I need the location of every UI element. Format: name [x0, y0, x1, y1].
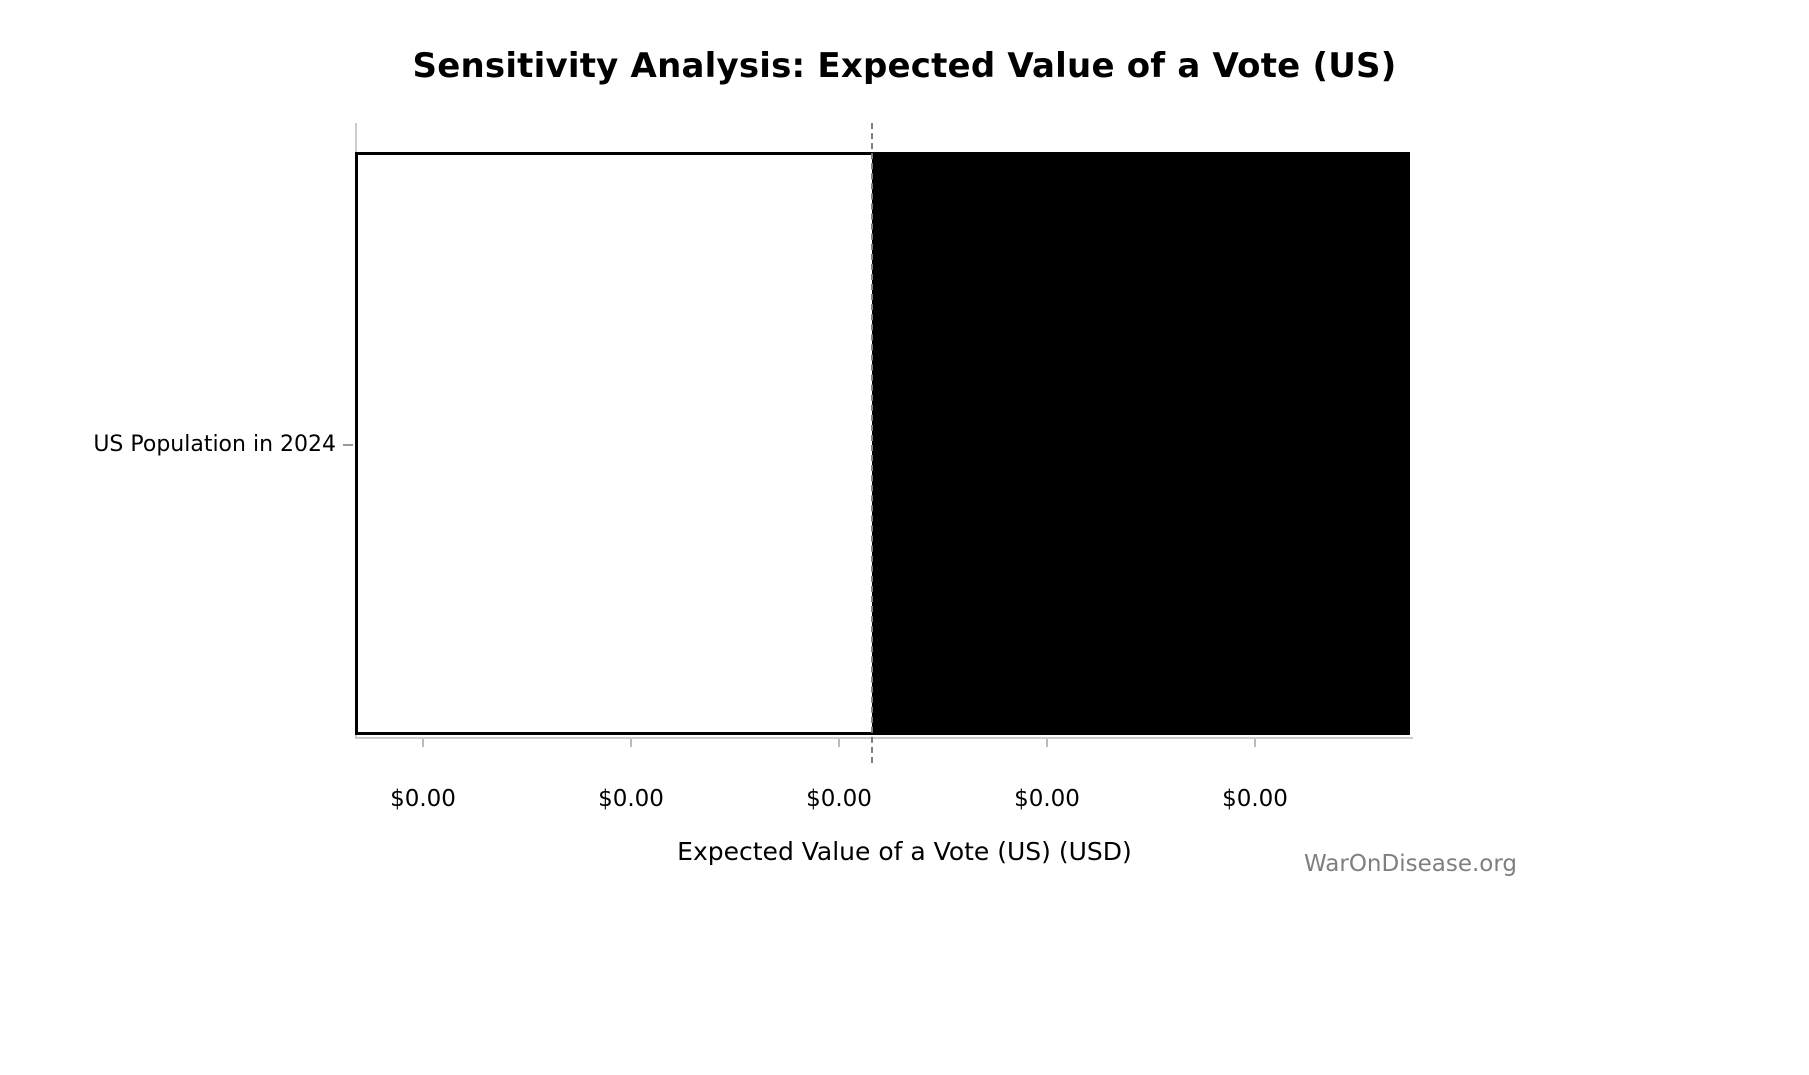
- x-tick-label: $0.00: [390, 786, 456, 812]
- bar-low-segment: [358, 155, 872, 732]
- x-tick-mark: [838, 739, 840, 747]
- x-tick-label: $0.00: [1222, 786, 1288, 812]
- x-axis-label: Expected Value of a Vote (US) (USD): [677, 837, 1132, 866]
- x-tick-mark: [422, 739, 424, 747]
- x-tick-mark: [630, 739, 632, 747]
- chart-title: Sensitivity Analysis: Expected Value of …: [412, 46, 1397, 86]
- x-tick-label: $0.00: [598, 786, 664, 812]
- y-tick-label: US Population in 2024: [93, 432, 336, 457]
- y-tick-mark: [343, 444, 353, 446]
- x-tick-mark: [1046, 739, 1048, 747]
- x-tick-mark: [1254, 739, 1256, 747]
- watermark: WarOnDisease.org: [1304, 851, 1517, 877]
- x-tick-label: $0.00: [1014, 786, 1080, 812]
- x-tick-label: $0.00: [806, 786, 872, 812]
- baseline-dashed-line: [871, 123, 873, 763]
- bar-high-segment: [872, 155, 1407, 732]
- tornado-bar: [355, 152, 1410, 735]
- x-axis-spine: [355, 737, 1413, 739]
